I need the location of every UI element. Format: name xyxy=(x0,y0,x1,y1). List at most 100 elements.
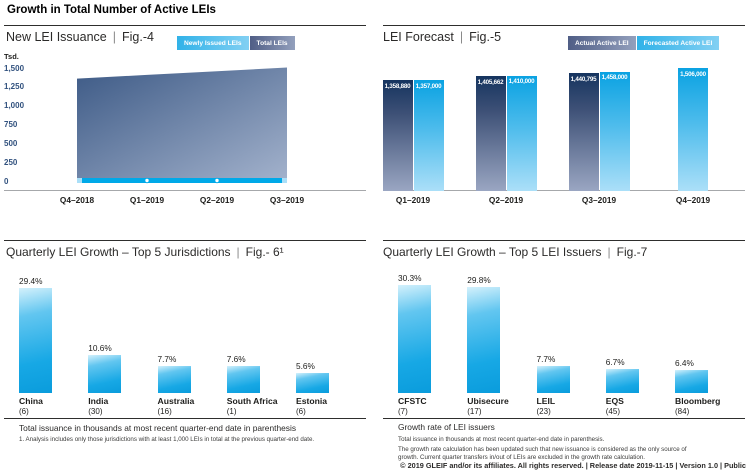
fig5-bar-forecast: 1,458,000 xyxy=(599,71,630,191)
total-leis-area xyxy=(77,67,287,181)
fig4-header: New LEI Issuance | Fig.-4 xyxy=(6,30,154,44)
fig5-bar-forecast: 1,506,000 xyxy=(678,68,708,191)
x-axis-label: Q3–2019 xyxy=(581,195,617,205)
fig7-header: Quarterly LEI Growth – Top 5 LEI Issuers… xyxy=(383,245,647,259)
growth-bar xyxy=(605,369,639,393)
growth-bar xyxy=(536,365,570,393)
category-label: South Africa xyxy=(226,396,278,406)
header-separator: | xyxy=(112,30,116,44)
header-separator: | xyxy=(459,30,464,44)
fig6-title: Quarterly LEI Growth – Top 5 Jurisdictio… xyxy=(6,245,231,259)
divider-mid-left xyxy=(4,240,366,241)
fig6-header: Quarterly LEI Growth – Top 5 Jurisdictio… xyxy=(6,245,284,259)
bar-percent-label: 30.3% xyxy=(398,272,422,283)
category-sublabel: (1) xyxy=(226,407,237,416)
header-separator: | xyxy=(236,245,240,259)
bar-percent-label: 10.6% xyxy=(88,343,112,354)
fig5-legend: Actual Active LEI Forecasted Active LEI xyxy=(568,36,720,50)
line-marker-square xyxy=(282,178,287,183)
fig6-note: Total issuance in thousands at most rece… xyxy=(19,423,297,433)
bar-value-label: 1,358,880 xyxy=(384,82,411,90)
bar-percent-label: 29.8% xyxy=(467,274,491,285)
category-label: Bloomberg xyxy=(675,396,721,406)
bar-value-label: 1,405,662 xyxy=(477,78,504,86)
fig4-unit-label: Tsd. xyxy=(4,52,19,61)
fig5-fig-label: Fig.-5 xyxy=(469,30,502,44)
fig4-fig-label: Fig.-4 xyxy=(122,30,154,44)
bar-value-label: 1,458,000 xyxy=(601,74,628,82)
category-sublabel: (84) xyxy=(675,407,690,416)
fig7-fig-label: Fig.-7 xyxy=(616,245,648,259)
legend-total-leis: Total LEIs xyxy=(249,36,295,50)
category-label: Estonia xyxy=(296,396,328,406)
category-sublabel: (23) xyxy=(536,407,551,416)
category-sublabel: (6) xyxy=(19,407,29,416)
copyright-line: © 2019 GLEIF and/or its affiliates. All … xyxy=(400,461,746,470)
fig5-bar-actual: 1,405,662 xyxy=(475,76,506,191)
category-sublabel: (45) xyxy=(605,407,620,416)
divider-top-right xyxy=(383,25,745,26)
bar-percent-label: 6.4% xyxy=(675,358,694,369)
legend-forecasted-active-lei: Forecasted Active LEI xyxy=(636,36,720,50)
divider-footer-right xyxy=(383,418,745,419)
growth-bar xyxy=(296,373,329,393)
category-sublabel: (6) xyxy=(296,407,306,416)
divider-top-left xyxy=(4,25,366,26)
x-axis-label: Q4–2018 xyxy=(59,195,95,205)
fig6-footnote: 1. Analysis includes only those jurisdic… xyxy=(19,436,315,443)
bar-percent-label: 29.4% xyxy=(19,276,43,286)
header-separator: | xyxy=(607,245,611,259)
bar-value-label: 1,506,000 xyxy=(680,70,706,78)
growth-bar xyxy=(226,365,260,393)
page-title: Growth in Total Number of Active LEIs xyxy=(7,4,216,16)
line-marker-square xyxy=(77,178,82,183)
category-label: China xyxy=(19,396,43,406)
category-sublabel: (7) xyxy=(398,407,408,416)
fig5-title: LEI Forecast xyxy=(383,30,454,44)
fig5-header: LEI Forecast | Fig.-5 xyxy=(383,30,501,44)
x-axis-label: Q4–2019 xyxy=(675,195,711,205)
y-axis-tick: 1,000 xyxy=(4,101,25,111)
growth-bar xyxy=(675,370,708,393)
y-axis-tick: 1,250 xyxy=(4,82,25,92)
bar-percent-label: 7.7% xyxy=(157,353,177,364)
x-axis-label: Q1–2019 xyxy=(129,195,165,205)
category-sublabel: (16) xyxy=(157,407,172,416)
fig7-note2: The growth rate calculation has been upd… xyxy=(398,446,687,461)
category-label: Ubisecure xyxy=(467,396,509,406)
line-marker-circle xyxy=(214,177,220,184)
y-axis-tick: 250 xyxy=(4,157,18,167)
y-axis-tick: 0 xyxy=(4,176,9,186)
growth-bar xyxy=(157,365,191,393)
growth-bar xyxy=(398,284,431,393)
fig5-bar-actual: 1,440,795 xyxy=(568,73,599,191)
bar-percent-label: 5.6% xyxy=(296,361,315,371)
category-sublabel: (30) xyxy=(88,407,103,416)
legend-actual-active-lei: Actual Active LEI xyxy=(568,36,636,50)
bar-value-label: 1,410,000 xyxy=(508,78,535,86)
fig4-legend: Newly Issued LEIs Total LEIs xyxy=(177,36,295,50)
growth-bar xyxy=(19,288,52,393)
category-label: Australia xyxy=(157,396,195,406)
category-label: India xyxy=(88,396,109,406)
bar-percent-label: 7.6% xyxy=(226,353,246,364)
y-axis-tick: 1,500 xyxy=(4,63,25,73)
category-label: CFSTC xyxy=(398,396,427,406)
fig6-fig-label: Fig.- 6¹ xyxy=(245,245,284,259)
line-marker-circle xyxy=(144,177,150,184)
bar-value-label: 1,440,795 xyxy=(570,75,597,83)
bar-value-label: 1,357,000 xyxy=(415,82,442,90)
fig4-x-axis-line xyxy=(4,190,366,191)
growth-bar xyxy=(88,355,122,393)
fig7-note-heading: Growth rate of LEI issuers xyxy=(398,422,495,432)
category-label: EQS xyxy=(605,396,624,406)
fig5-bar-forecast: 1,357,000 xyxy=(413,80,444,191)
fig5-bar-actual: 1,358,880 xyxy=(382,80,413,191)
legend-newly-issued-leis: Newly Issued LEIs xyxy=(177,36,249,50)
fig7-title: Quarterly LEI Growth – Top 5 LEI Issuers xyxy=(383,245,602,259)
x-axis-label: Q1–2019 xyxy=(395,195,431,205)
divider-footer-left xyxy=(4,418,366,419)
fig5-bar-forecast: 1,410,000 xyxy=(506,75,537,191)
fig4-title: New LEI Issuance xyxy=(6,30,107,44)
